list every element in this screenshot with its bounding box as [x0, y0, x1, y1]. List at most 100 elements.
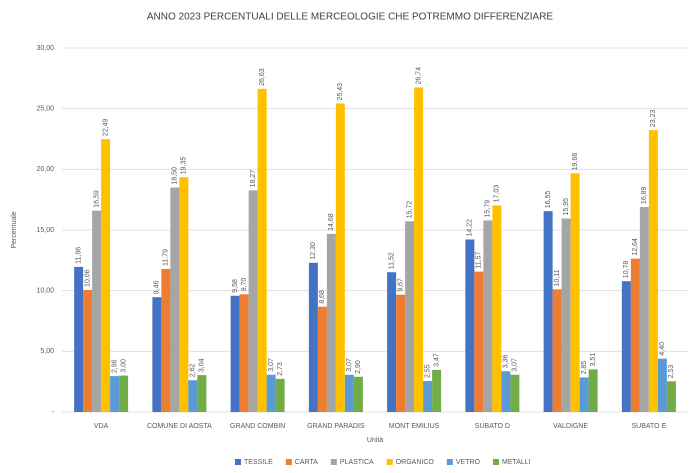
bar [248, 190, 258, 412]
y-tick-label: 30,00 [36, 45, 54, 52]
data-label: 10,11 [554, 269, 561, 286]
x-tick-label: VDA [94, 423, 109, 430]
x-tick-label: SUBATO E [631, 423, 666, 430]
data-label: 2,85 [581, 361, 588, 375]
data-label: 3,51 [590, 353, 597, 367]
bar [648, 130, 658, 412]
bar [188, 380, 198, 412]
data-label: 26,63 [259, 68, 266, 86]
data-label: 3,00 [120, 359, 127, 373]
bar [405, 221, 415, 412]
data-label: 11,79 [163, 249, 170, 266]
bar [152, 297, 162, 412]
bar [639, 207, 649, 412]
data-label: 2,96 [111, 359, 118, 373]
bar [197, 375, 207, 412]
bar [510, 374, 520, 412]
bar [257, 88, 267, 412]
legend-swatch [330, 459, 337, 465]
bar [588, 369, 598, 412]
data-label: 22,49 [102, 118, 109, 136]
bar [110, 376, 120, 412]
bar [161, 268, 171, 412]
bar [396, 294, 406, 412]
data-label: 17,03 [494, 185, 501, 203]
bar [239, 294, 249, 412]
data-label: 3,36 [503, 355, 510, 369]
bar [579, 377, 589, 412]
data-label: 3,07 [268, 358, 275, 372]
bar [561, 218, 571, 412]
data-label: 11,57 [476, 252, 483, 269]
x-tick-label: SUBATO D [475, 423, 510, 430]
x-axis-label: Unità [367, 437, 383, 444]
data-label: 16,55 [545, 191, 552, 209]
bar [74, 266, 84, 412]
bar [657, 358, 667, 412]
data-label: 2,62 [190, 363, 197, 377]
legend-swatch [386, 459, 393, 465]
y-tick-label: 25,00 [36, 106, 54, 113]
bar [483, 220, 493, 412]
y-tick-label: - [52, 409, 55, 416]
bar [474, 271, 484, 412]
bar [501, 371, 511, 412]
bar [119, 375, 129, 412]
bar [492, 205, 502, 412]
data-label: 15,95 [563, 198, 570, 216]
y-tick-label: 15,00 [36, 227, 54, 234]
legend-swatch [446, 459, 453, 465]
legend-swatch [492, 459, 499, 465]
data-label: 16,89 [641, 186, 648, 204]
data-label: 19,35 [181, 157, 188, 175]
data-label: 26,74 [415, 67, 422, 85]
data-label: 3,47 [433, 353, 440, 367]
data-label: 10,06 [84, 269, 91, 287]
bar [230, 295, 240, 412]
bar [630, 258, 640, 412]
data-label: 2,90 [355, 360, 362, 374]
data-label: 2,53 [668, 365, 675, 379]
data-label: 16,59 [93, 190, 100, 208]
data-label: 15,72 [406, 201, 413, 219]
data-label: 23,23 [650, 110, 657, 128]
legend-label: VETRO [456, 459, 481, 466]
bar [308, 262, 318, 412]
data-label: 3,07 [512, 358, 519, 372]
data-label: 25,43 [337, 83, 344, 101]
legend-swatch [285, 459, 292, 465]
legend-label: PLASTICA [340, 459, 374, 466]
data-label: 9,67 [397, 278, 404, 292]
data-label: 9,58 [232, 279, 239, 293]
data-label: 12,30 [310, 242, 317, 260]
bar [266, 374, 276, 412]
data-label: 18,50 [172, 167, 179, 185]
x-tick-label: MONT EMILIUS [389, 423, 440, 430]
legend-label: METALLI [502, 459, 531, 466]
bar [543, 211, 553, 412]
legend-label: ORGANICO [396, 459, 435, 466]
data-label: 9,70 [241, 278, 248, 292]
y-tick-label: 10,00 [36, 288, 54, 295]
bar [83, 289, 93, 412]
data-label: 18,27 [250, 170, 257, 188]
bar [414, 87, 424, 413]
legend-label: TESSILE [244, 459, 273, 466]
data-label: 19,68 [572, 153, 579, 171]
bar [92, 210, 102, 412]
x-tick-label: COMUNE DI AOSTA [147, 423, 212, 430]
bar [344, 374, 354, 412]
bar [353, 376, 363, 412]
data-label: 14,22 [467, 219, 474, 237]
bar [275, 378, 285, 412]
bar [101, 139, 111, 412]
bar [621, 281, 631, 412]
data-label: 8,68 [319, 290, 326, 304]
bar [387, 272, 397, 412]
y-tick-label: 5,00 [40, 348, 54, 355]
data-label: 9,46 [154, 280, 161, 294]
data-label: 11,52 [388, 252, 395, 269]
legend-swatch [235, 459, 241, 465]
data-label: 2,55 [424, 364, 431, 378]
